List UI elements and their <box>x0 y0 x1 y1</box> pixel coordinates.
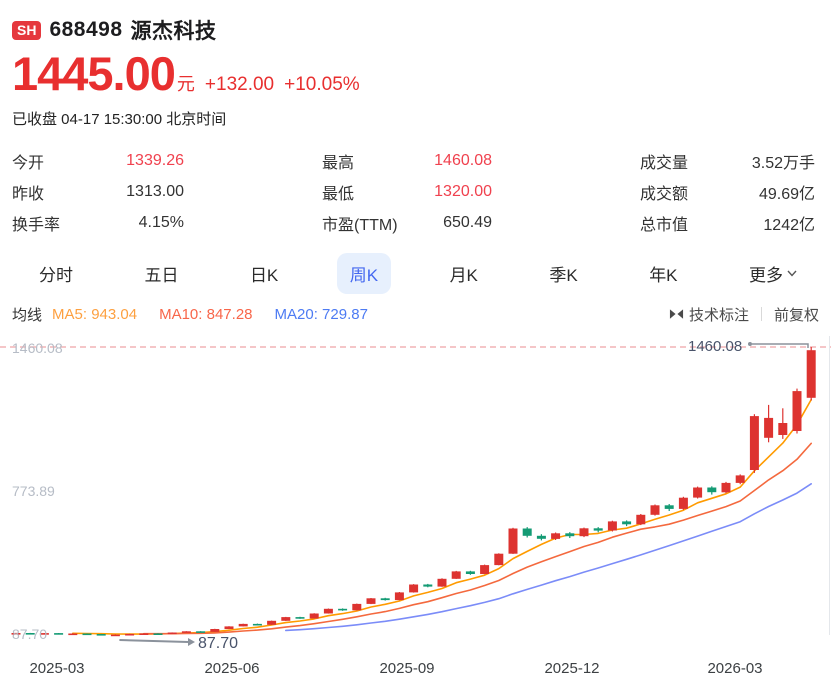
stat-prev-close: 昨收 1313.00 <box>12 182 184 203</box>
svg-text:87.70: 87.70 <box>198 635 238 652</box>
stats-grid: 今开 1339.26 昨收 1313.00 换手率 4.15% 最高 1460.… <box>0 145 831 238</box>
stat-market-cap: 总市值 1242亿 <box>640 216 815 234</box>
stats-column-2: 最高 1460.08 最低 1320.00 市盈(TTM) 650.49 <box>322 145 492 238</box>
ma10-legend: MA10: 847.28 <box>159 305 253 323</box>
price-change-percent: +10.05% <box>284 74 360 95</box>
stat-amount: 成交额 49.69亿 <box>640 185 815 203</box>
quote-header: SH 688498 源杰科技 1445.00 元 +132.00 +10.05%… <box>0 16 831 129</box>
x-axis-label: 2025-09 <box>379 660 435 677</box>
x-axis-label: 2025-12 <box>544 660 600 677</box>
price-change: +132.00 <box>204 74 275 95</box>
stat-low: 最低 1320.00 <box>322 182 492 203</box>
tools-divider <box>760 307 762 321</box>
tab-five-day[interactable]: 五日 <box>144 265 179 285</box>
ma-legend-title: 均线 <box>12 306 43 324</box>
annotation-icon <box>669 309 684 319</box>
stats-column-3: 成交量 3.52万手 成交额 49.69亿 总市值 1242亿 <box>640 145 815 238</box>
stat-high: 最高 1460.08 <box>322 151 492 172</box>
stat-turnover-rate: 换手率 4.15% <box>12 213 184 234</box>
tab-day-k[interactable]: 日K <box>249 265 279 285</box>
svg-text:87.70: 87.70 <box>12 626 47 642</box>
tab-year-k[interactable]: 年K <box>649 265 678 285</box>
svg-text:773.89: 773.89 <box>12 483 55 499</box>
x-axis-label: 2026-03 <box>707 660 763 677</box>
kline-canvas[interactable]: 1460.08 773.89 87.70 1460.08 87.70 <box>0 336 831 654</box>
tab-week-k[interactable]: 周K <box>336 252 392 294</box>
price-row: 1445.00 元 +132.00 +10.05% <box>12 46 831 102</box>
current-price: 1445.00 <box>12 47 176 100</box>
stat-open: 今开 1339.26 <box>12 151 184 172</box>
tab-quarter-k[interactable]: 季K <box>549 265 578 285</box>
x-axis-label: 2025-06 <box>204 660 260 677</box>
stock-code: 688498 <box>49 18 123 41</box>
tech-annotation-button[interactable]: 技术标注 <box>669 304 749 325</box>
exchange-badge: SH <box>12 20 42 40</box>
x-axis: 2025-03 2025-06 2025-09 2025-12 2026-03 <box>0 654 831 694</box>
chart-tools: 技术标注 前复权 <box>669 304 819 325</box>
stat-volume: 成交量 3.52万手 <box>640 154 815 172</box>
ma-legend-bar: 均线 MA5: 943.04 MA10: 847.28 MA20: 729.87… <box>12 298 819 330</box>
tab-more[interactable]: 更多 <box>736 253 811 294</box>
stock-quote-page: SH 688498 源杰科技 1445.00 元 +132.00 +10.05%… <box>0 16 831 697</box>
stock-name: 源杰科技 <box>130 20 217 43</box>
stat-pe-ttm: 市盈(TTM) 650.49 <box>322 213 492 234</box>
stats-column-1: 今开 1339.26 昨收 1313.00 换手率 4.15% <box>12 145 184 238</box>
ma20-legend: MA20: 729.87 <box>274 305 368 323</box>
period-tabs: 分时 五日 日K 周K 月K 季K 年K 更多 <box>26 252 811 294</box>
adjust-mode-button[interactable]: 前复权 <box>773 306 819 324</box>
price-unit: 元 <box>176 74 195 94</box>
svg-text:1460.08: 1460.08 <box>688 338 742 355</box>
kline-chart[interactable]: 1460.08 773.89 87.70 1460.08 87.70 <box>0 336 831 654</box>
code-row: SH 688498 源杰科技 <box>12 16 831 44</box>
tab-month-k[interactable]: 月K <box>449 265 478 285</box>
market-status: 已收盘 04-17 15:30:00 北京时间 <box>12 111 227 128</box>
svg-text:1460.08: 1460.08 <box>12 340 63 356</box>
tab-minute[interactable]: 分时 <box>39 265 73 285</box>
ma5-legend: MA5: 943.04 <box>52 305 138 323</box>
chevron-down-icon <box>786 267 798 279</box>
x-axis-label: 2025-03 <box>29 660 85 677</box>
